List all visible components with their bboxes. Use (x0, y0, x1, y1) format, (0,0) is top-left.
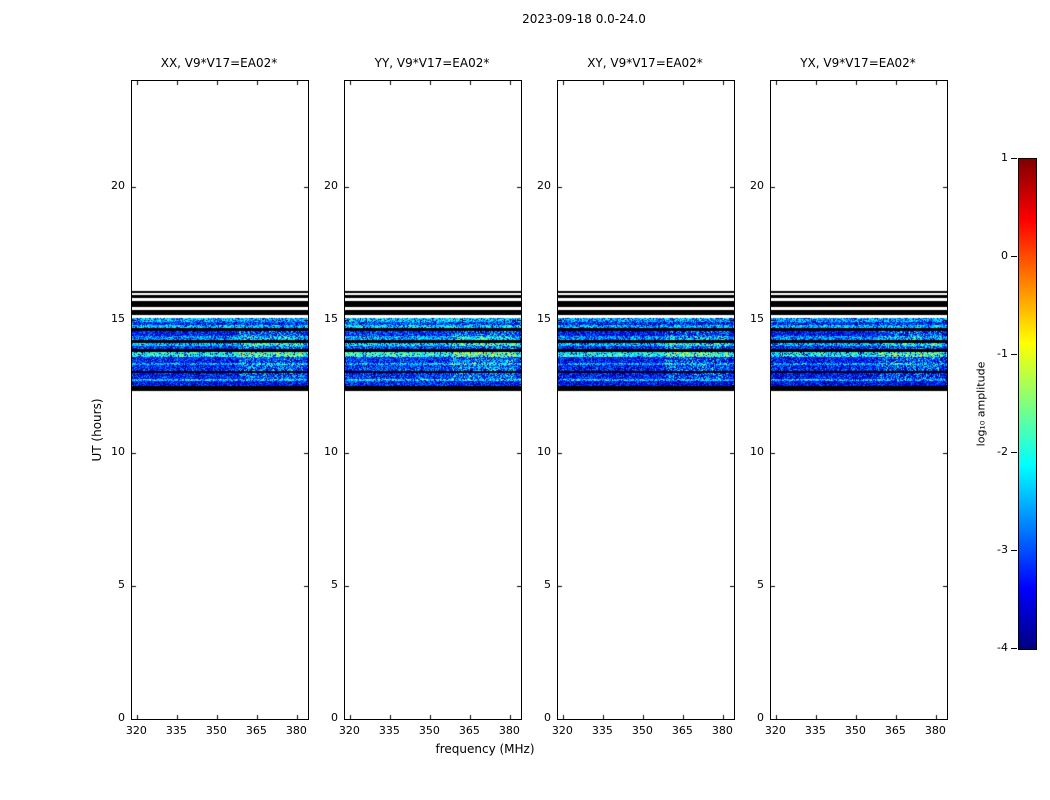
y-tick-label: 0 (757, 711, 764, 724)
y-tick-label: 15 (750, 312, 764, 326)
x-tick-label: 350 (631, 724, 653, 737)
y-tick-label: 5 (544, 578, 551, 592)
colorbar-tick-mark (1011, 256, 1017, 257)
y-tick-label: 20 (111, 179, 125, 193)
figure-title: 2023-09-18 0.0-24.0 (522, 12, 646, 26)
y-tick-label: 0 (331, 711, 338, 724)
y-tick-label: 5 (331, 578, 338, 592)
panel-title: XX, V9*V17=EA02* (160, 56, 278, 70)
x-tick-label: 335 (378, 724, 400, 737)
y-tick-label: 10 (537, 445, 551, 459)
y-tick-label: 5 (757, 578, 764, 592)
y-tick-label: 15 (111, 312, 125, 326)
y-tick-label: 20 (750, 179, 764, 193)
spectrogram-canvas (344, 80, 522, 720)
x-tick-label: 380 (924, 724, 946, 737)
y-tick-label: 15 (324, 312, 338, 326)
y-tick-label: 10 (750, 445, 764, 459)
panel-title: YX, V9*V17=EA02* (800, 56, 916, 70)
colorbar-tick-label: 0 (1001, 249, 1008, 262)
x-tick-label: 335 (804, 724, 826, 737)
x-tick-label: 365 (458, 724, 480, 737)
x-tick-label: 335 (165, 724, 187, 737)
panel-title: XY, V9*V17=EA02* (587, 56, 703, 70)
x-tick-label: 335 (591, 724, 613, 737)
x-tick-label: 320 (125, 724, 147, 737)
spectrogram-canvas (770, 80, 948, 720)
colorbar-tick-label: -2 (997, 445, 1008, 458)
x-tick-label: 350 (205, 724, 227, 737)
panel-yx: YX, V9*V17=EA02* 0 5 10 15 20 320 335 350 365 38… (750, 56, 948, 737)
y-tick-label: 10 (324, 445, 338, 459)
x-tick-label: 365 (884, 724, 906, 737)
colorbar-tick-label: -4 (997, 641, 1008, 654)
panel-xx: XX, V9*V17=EA02* 0 5 10 15 20 320 335 350 365 38… (111, 56, 309, 737)
x-tick-label: 365 (671, 724, 693, 737)
x-axis-label: frequency (MHz) (435, 742, 535, 756)
y-tick-label: 0 (118, 711, 125, 724)
panel-xy: XY, V9*V17=EA02* 0 5 10 15 20 320 335 350 365 38… (537, 56, 735, 737)
colorbar-gradient (1018, 158, 1037, 650)
colorbar-tick-label: 1 (1001, 151, 1008, 164)
panel-yy: YY, V9*V17=EA02* 0 5 10 15 20 320 335 350 365 38… (324, 56, 522, 737)
x-tick-label: 320 (551, 724, 573, 737)
colorbar-tick-mark (1011, 354, 1017, 355)
x-tick-label: 350 (418, 724, 440, 737)
y-tick-label: 5 (118, 578, 125, 592)
y-tick-label: 20 (537, 179, 551, 193)
x-tick-label: 320 (338, 724, 360, 737)
colorbar-tick-mark (1011, 452, 1017, 453)
x-tick-label: 320 (764, 724, 786, 737)
x-tick-label: 380 (711, 724, 733, 737)
colorbar-tick-label: -3 (997, 543, 1008, 556)
y-tick-label: 20 (324, 179, 338, 193)
colorbar-label: log₁₀ amplitude (974, 361, 988, 447)
y-tick-label: 15 (537, 312, 551, 326)
x-tick-label: 350 (844, 724, 866, 737)
colorbar-tick-mark (1011, 158, 1017, 159)
spectrogram-canvas (131, 80, 309, 720)
x-tick-label: 380 (285, 724, 307, 737)
spectrogram-canvas (557, 80, 735, 720)
x-tick-label: 365 (245, 724, 267, 737)
colorbar-tick-mark (1011, 550, 1017, 551)
panel-title: YY, V9*V17=EA02* (374, 56, 490, 70)
x-tick-label: 380 (498, 724, 520, 737)
y-tick-label: 10 (111, 445, 125, 459)
colorbar-tick-mark (1011, 648, 1017, 649)
colorbar-tick-label: -1 (997, 347, 1008, 360)
y-tick-label: 0 (544, 711, 551, 724)
